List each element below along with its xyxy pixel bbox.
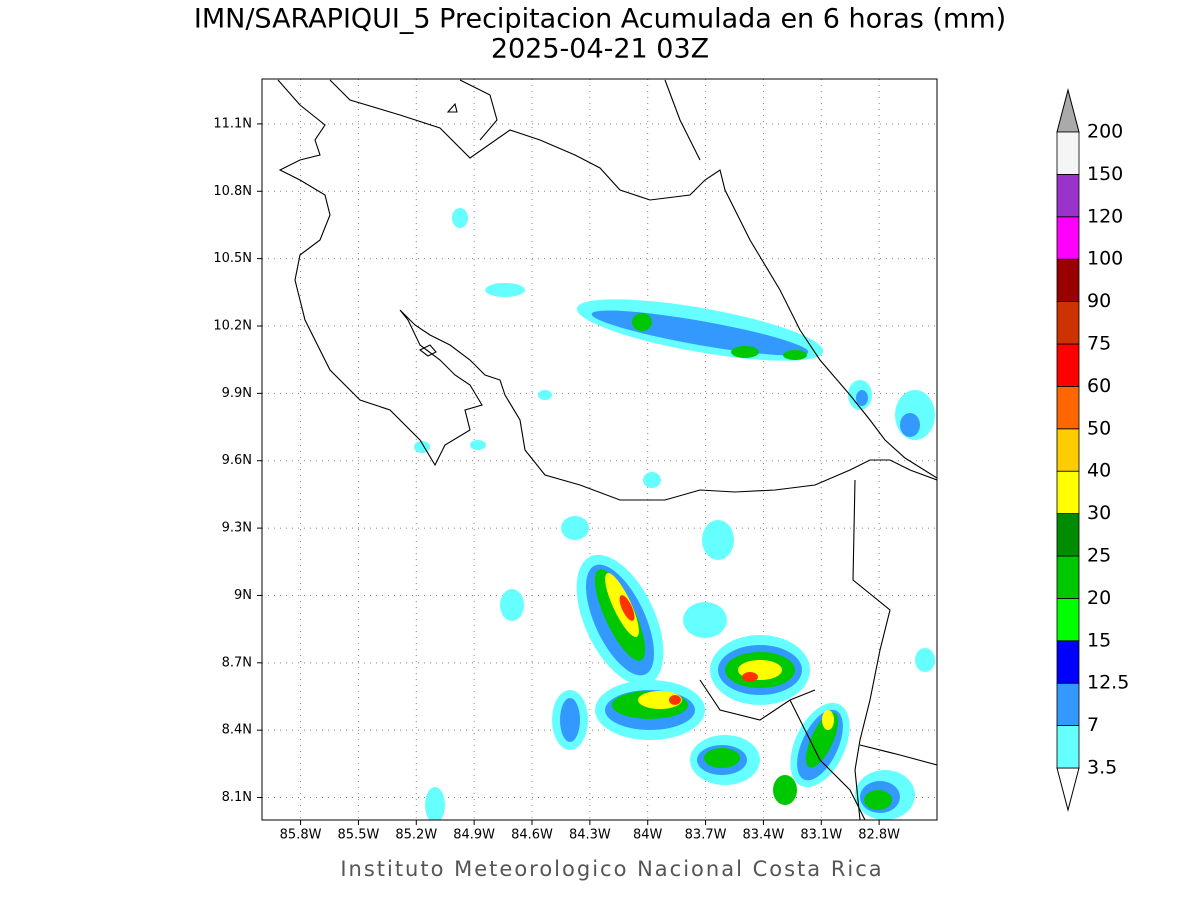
y-tick-label: 10.2N: [213, 319, 252, 334]
colorbar-box: [1056, 513, 1080, 557]
colorbar-box: [1056, 598, 1080, 642]
y-tick-label: 8.1N: [222, 790, 252, 805]
y-tick-label: 10.8N: [213, 184, 252, 199]
precip-lightblue: [560, 310, 920, 813]
southern-coast: [699, 479, 937, 820]
colorbar-label: 150: [1087, 163, 1123, 185]
x-tick-label: 83.4W: [743, 828, 785, 843]
colorbar-label: 12.5: [1087, 672, 1129, 694]
x-tick-label: 85.5W: [338, 828, 380, 843]
y-tick-label: 9.9N: [222, 386, 252, 401]
y-tick-label: 10.5N: [213, 251, 252, 266]
lake-coast: [459, 79, 701, 161]
colorbar-label: 200: [1087, 121, 1123, 143]
colorbar-box: [1056, 385, 1080, 430]
precip-cyan: [414, 208, 935, 820]
colorbar-box: [1056, 173, 1080, 218]
precip-fields: [414, 208, 935, 820]
colorbar-box: [1056, 131, 1080, 175]
colorbar-box: [1056, 216, 1080, 260]
colorbar-label: 25: [1087, 545, 1111, 567]
x-tick-label: 84.6W: [511, 828, 553, 843]
colorbar-box: [1056, 343, 1080, 387]
colorbar-over: [1056, 88, 1080, 133]
colorbar-label: 3.5: [1087, 757, 1117, 779]
subtitle: 2025-04-21 03Z: [491, 34, 709, 65]
colorbar-under: [1056, 767, 1080, 812]
colorbar-box: [1056, 555, 1080, 599]
y-tick-label: 8.4N: [222, 723, 252, 738]
colorbar-box: [1056, 640, 1080, 684]
colorbar-label: 20: [1087, 587, 1111, 609]
caribbean-coast: [329, 79, 937, 479]
colorbar-label: 75: [1087, 333, 1111, 355]
colorbar-label: 120: [1087, 205, 1123, 227]
x-tick-label: 84.9W: [453, 828, 495, 843]
colorbar-box: [1056, 301, 1080, 345]
coastlines: [277, 79, 937, 820]
axis-layer: 85.8W 85.5W 85.2W 84.9W 84.6W 84.3W 84W 83.7W 83…: [213, 116, 900, 842]
colorbar-label: 90: [1087, 290, 1111, 312]
x-tick-label: 82.8W: [858, 828, 900, 843]
colorbar-label: 7: [1087, 714, 1099, 736]
colorbar-label: 40: [1087, 460, 1111, 482]
y-tick-label: 9.6N: [222, 453, 252, 468]
colorbar-label: 60: [1087, 375, 1111, 397]
x-tick-label: 83.7W: [685, 828, 727, 843]
x-tick-label: 85.8W: [280, 828, 322, 843]
x-tick-label: 84.3W: [569, 828, 611, 843]
colorbar-box: [1056, 258, 1080, 303]
colorbar-label: 15: [1087, 629, 1111, 651]
y-tick-label: 9N: [234, 588, 252, 603]
x-tick-label: 84W: [633, 828, 663, 843]
footer: Instituto Meteorologico Nacional Costa R…: [340, 857, 883, 881]
colorbar-label: 100: [1087, 248, 1123, 270]
y-tick-label: 8.7N: [222, 655, 252, 670]
colorbar: 3.5 7 12.5 15 20 25 30 40 50 60 75 90 100 120 150 200: [1056, 88, 1129, 812]
colorbar-box: [1056, 470, 1080, 515]
colorbar-label: 30: [1087, 502, 1111, 524]
map-frame: [261, 78, 938, 821]
x-tick-label: 85.2W: [395, 828, 437, 843]
pacific-coast: [277, 79, 937, 501]
title: IMN/SARAPIQUI_5 Precipitacion Acumulada …: [194, 4, 1006, 35]
colorbar-box: [1056, 725, 1080, 769]
precip-red: [619, 595, 758, 705]
colorbar-box: [1056, 428, 1080, 472]
x-tick-label: 83.1W: [800, 828, 842, 843]
island: [418, 102, 458, 357]
y-tick-label: 9.3N: [222, 521, 252, 536]
colorbar-box: [1056, 682, 1080, 727]
colorbar-label: 50: [1087, 417, 1111, 439]
y-tick-label: 11.1N: [213, 116, 252, 131]
